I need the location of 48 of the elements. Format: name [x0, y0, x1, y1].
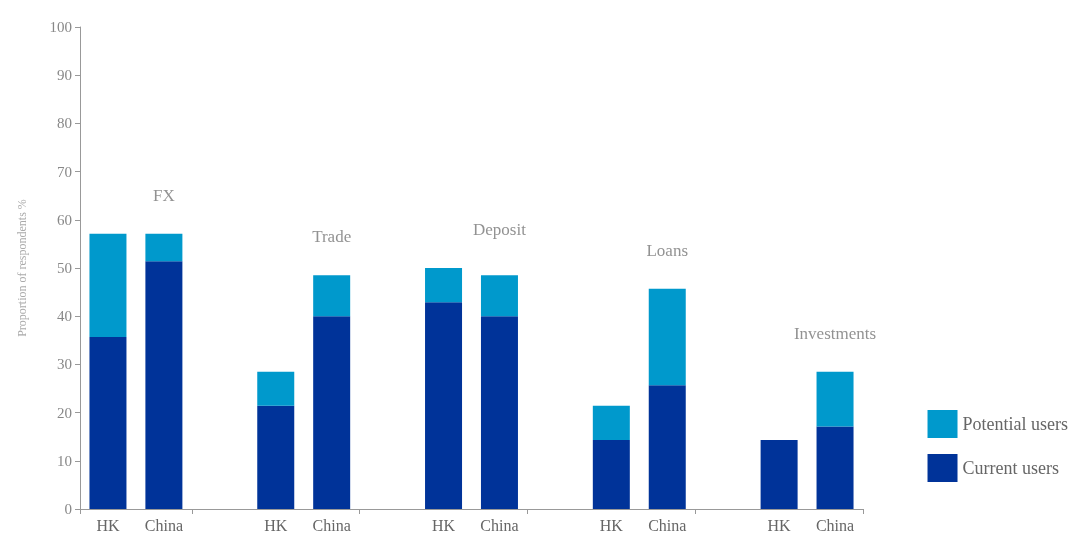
bar — [257, 405, 295, 509]
bar — [313, 316, 351, 509]
y-axis-title: Proportion of respondents % — [15, 199, 29, 337]
bar — [760, 440, 798, 509]
bar — [89, 233, 127, 337]
y-tick-label: 80 — [57, 115, 72, 132]
y-tick-label: 60 — [57, 211, 72, 228]
bar — [145, 261, 183, 509]
x-tick-label: HK — [96, 516, 120, 534]
y-tick-label: 40 — [57, 308, 72, 325]
x-tick-label: HK — [264, 516, 288, 534]
y-tick-label: 0 — [64, 501, 72, 517]
bar — [480, 316, 518, 509]
x-tick-label: China — [480, 516, 519, 534]
annotation: FX — [153, 185, 175, 205]
bar — [313, 275, 351, 317]
x-tick-label: HK — [431, 516, 456, 534]
y-tick-label: 10 — [57, 452, 72, 469]
y-tick-label: 100 — [49, 19, 72, 35]
legend-label: Potential users — [962, 414, 1069, 434]
annotation: Trade — [312, 227, 352, 247]
y-tick-label: 70 — [57, 163, 72, 180]
bar — [816, 426, 854, 509]
x-tick-label: China — [144, 516, 183, 534]
annotation: Deposit — [473, 219, 527, 239]
bar — [592, 405, 630, 441]
y-tick-label: 90 — [57, 67, 72, 84]
bar — [257, 371, 295, 406]
bar — [648, 288, 686, 386]
x-tick-label: HK — [767, 516, 792, 534]
bar — [816, 371, 854, 427]
y-tick-label: 50 — [57, 260, 72, 276]
bar — [480, 275, 518, 317]
legend-label: Current users — [962, 458, 1059, 478]
x-tick-label: China — [312, 516, 351, 534]
y-tick-label: 20 — [57, 404, 72, 421]
bar — [425, 268, 463, 303]
bar — [145, 233, 183, 262]
bar — [89, 336, 127, 509]
annotation: Investments — [793, 323, 877, 343]
y-tick-label: 30 — [57, 356, 72, 373]
annotation: Loans — [646, 240, 689, 260]
bar — [592, 440, 630, 509]
bar — [425, 302, 463, 509]
x-tick-label: HK — [599, 516, 624, 534]
x-tick-label: China — [648, 516, 687, 534]
x-tick-label: China — [815, 516, 855, 534]
bar — [648, 385, 686, 509]
